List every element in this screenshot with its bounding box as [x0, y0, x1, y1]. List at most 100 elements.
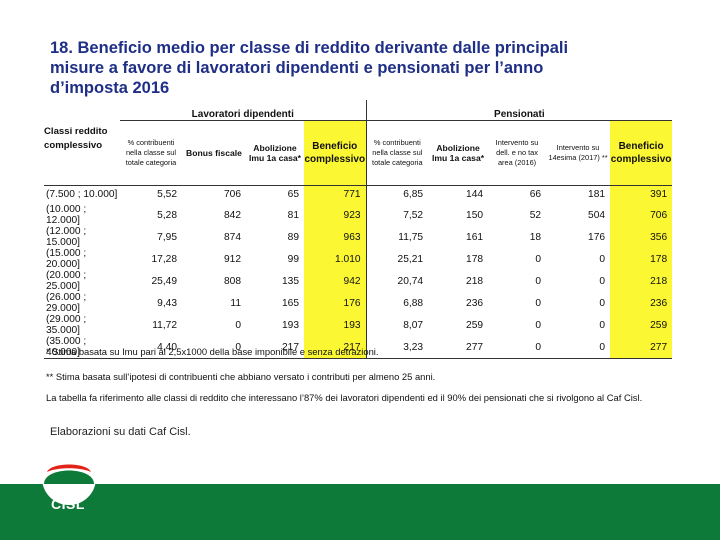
table-cell: 178 — [610, 248, 673, 270]
table-cell: 912 — [224, 253, 241, 265]
table-cell: 5,28 — [157, 209, 177, 221]
table-cell: 65 — [287, 189, 299, 201]
slide-title: 18. Beneficio medio per classe di reddit… — [50, 38, 690, 98]
logo-red-arc — [47, 464, 91, 472]
table-cell: 277 — [428, 336, 489, 359]
table-cell: 193 — [304, 314, 367, 336]
logo-green-dome — [44, 470, 94, 484]
footer-band — [0, 484, 720, 540]
table-cell: (29.000 ; 35.000] — [46, 314, 87, 336]
table-cell: 11,75 — [365, 226, 429, 248]
table-cell: (20.000 ; 25.000] — [46, 270, 87, 292]
benefit-table-container: Lavoratori dipendenti Pensionati Classi … — [44, 100, 673, 359]
table-cell: 218 — [466, 275, 484, 287]
note-contributi: ** Stima basata sull’ipotesi di contribu… — [46, 371, 436, 382]
table-cell: 0 — [599, 275, 606, 287]
table-cell: 0 — [535, 253, 542, 265]
table-cell: 706 — [224, 189, 241, 201]
table-cell: 217 — [304, 336, 367, 359]
table-cell: 178 — [466, 253, 484, 265]
table-cell: 504 — [588, 209, 606, 221]
table-row: (10.000 ; 12.000] 5,28 842 81 923 7,52 1… — [44, 204, 673, 226]
table-cell: 4,40 — [120, 336, 182, 359]
table-cell: (12.000 ; 15.000] — [46, 226, 87, 248]
table-row: (7.500 ; 10.000] 5,52 706 65 771 6,85 14… — [44, 185, 673, 204]
table-cell: (10.000 ; 12.000] — [46, 204, 87, 226]
table-cell: 5,52 — [157, 189, 177, 201]
table-cell: 0 — [599, 253, 606, 265]
table-cell: 1.010 — [304, 248, 367, 270]
table-row: (29.000 ; 35.000] 11,72 0 193 193 8,07 2… — [44, 314, 673, 336]
table-cell: 66 — [529, 189, 542, 201]
table-cell: 11,72 — [152, 319, 177, 331]
table-cell: 842 — [224, 209, 241, 221]
table-cell: 81 — [287, 209, 299, 221]
source-note: Elaborazioni su dati Caf Cisl. — [50, 426, 191, 438]
table-cell: 144 — [466, 189, 484, 201]
col-header-no-tax-area: Intervento su dell. e no tax area (2016) — [488, 120, 547, 186]
table-cell: 20,74 — [365, 270, 429, 292]
table-cell: 52 — [529, 209, 542, 221]
table-cell: 165 — [282, 297, 299, 309]
table-cell: (35.000 ; 40.000] — [44, 336, 120, 359]
table-cell: 18 — [529, 231, 542, 243]
table-cell: 963 — [304, 226, 367, 248]
table-cell: 236 — [466, 297, 484, 309]
table-cell: 236 — [610, 292, 673, 314]
table-notes: * Stima basata su Imu pari al 2,5x1000 d… — [46, 343, 706, 403]
title-line-2: misure a favore di lavoratori dipendenti… — [50, 59, 544, 77]
table-cell: 356 — [610, 226, 673, 248]
table-cell: 0 — [235, 319, 241, 331]
table-cell: 218 — [610, 270, 673, 292]
cisl-logo-icon — [42, 451, 96, 505]
col-header-quattordicesima: Intervento su 14esima (2017) ** — [546, 120, 611, 186]
table-cell: 193 — [282, 319, 299, 331]
col-header-imu-lavoratori: Abolizione Imu 1a casa* — [246, 120, 304, 186]
table-cell: 25,49 — [151, 275, 178, 287]
title-line-3: d’imposta 2016 — [50, 79, 170, 97]
table-row: (15.000 ; 20.000] 17,28 912 99 1.010 25,… — [44, 248, 673, 270]
table-cell: 89 — [287, 231, 299, 243]
table-cell: 391 — [610, 185, 673, 204]
note-riferimento: La tabella fa riferimento alle classi di… — [46, 392, 643, 403]
table-cell: (7.500 ; 10.000] — [46, 189, 118, 201]
col-header-classi: Classi reddito complessivo — [44, 120, 120, 186]
table-cell: 161 — [466, 231, 484, 243]
table-row: (26.000 ; 29.000] 9,43 11 165 176 6,88 2… — [44, 292, 673, 314]
col-header-perc-lavoratori: % contribuenti nella classe sul totale c… — [120, 120, 182, 186]
col-header-imu-pensionati: Abolizione Imu 1a casa* — [428, 120, 489, 186]
table-cell: 771 — [304, 185, 367, 204]
group-header-lavoratori: Lavoratori dipendenti — [120, 100, 367, 121]
table-cell: 259 — [610, 314, 673, 336]
group-header-blank — [44, 100, 120, 121]
table-cell: 7,95 — [157, 231, 177, 243]
table-row: (12.000 ; 15.000] 7,95 874 89 963 11,75 … — [44, 226, 673, 248]
table-cell: 7,52 — [365, 204, 429, 226]
table-cell: 176 — [588, 231, 606, 243]
logo-text: CISL — [51, 496, 85, 512]
table-cell: 0 — [182, 336, 246, 359]
table-cell: 0 — [535, 275, 542, 287]
table-cell: 150 — [466, 209, 484, 221]
table-cell: (15.000 ; 20.000] — [46, 248, 87, 270]
table-row: (35.000 ; 40.000] 4,40 0 217 217 3,23 27… — [44, 336, 673, 359]
table-cell: 6,88 — [365, 292, 429, 314]
table-cell: 0 — [546, 336, 611, 359]
table-cell: 9,43 — [157, 297, 177, 309]
table-cell: 259 — [466, 319, 484, 331]
note-imu: * Stima basata su Imu pari al 2,5x1000 d… — [46, 346, 379, 357]
table-cell: 8,07 — [365, 314, 429, 336]
col-header-bonus-fiscale: Bonus fiscale — [182, 120, 246, 186]
table-cell: 277 — [610, 336, 673, 359]
table-cell: 6,85 — [365, 185, 429, 204]
table-cell: 0 — [599, 319, 606, 331]
table-cell: 181 — [588, 189, 606, 201]
table-cell: 3,23 — [365, 336, 429, 359]
table-cell: 808 — [224, 275, 241, 287]
table-cell: 0 — [599, 297, 606, 309]
column-header-row: Classi reddito complessivo % contribuent… — [44, 120, 673, 186]
table-cell: 0 — [535, 297, 542, 309]
table-row: (20.000 ; 25.000] 25,49 808 135 942 20,7… — [44, 270, 673, 292]
table-cell: 25,21 — [365, 248, 429, 270]
table-cell: (26.000 ; 29.000] — [46, 292, 87, 314]
